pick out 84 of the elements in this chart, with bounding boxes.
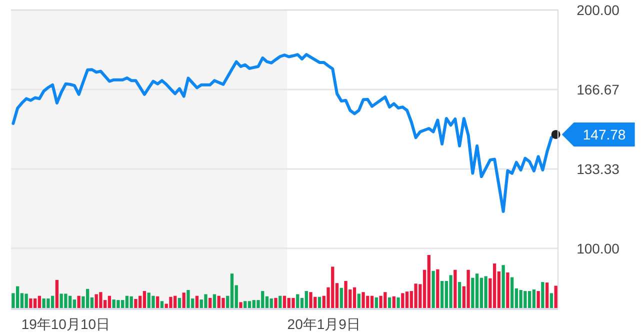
bar — [304, 291, 308, 308]
bar — [222, 298, 225, 308]
bar — [357, 294, 360, 308]
bar — [440, 280, 444, 308]
bar — [296, 294, 300, 308]
bar — [156, 296, 160, 308]
bar — [401, 293, 404, 308]
bar — [282, 296, 286, 308]
bar — [274, 298, 278, 308]
bar — [370, 296, 374, 308]
bar — [134, 298, 138, 308]
bar — [50, 296, 54, 308]
bar — [362, 292, 365, 308]
bar — [484, 276, 488, 308]
bar — [510, 277, 514, 308]
x-tick-label: 19年10月10日 — [21, 316, 110, 332]
bar — [142, 291, 146, 308]
bar — [554, 286, 558, 308]
bar — [204, 294, 208, 308]
bar — [545, 282, 549, 308]
bar — [16, 286, 20, 308]
x-tick-label: 20年1月9日 — [287, 316, 360, 332]
bar — [492, 263, 496, 308]
bar — [466, 270, 470, 308]
bar — [152, 296, 155, 308]
bar — [405, 292, 409, 308]
bar — [392, 296, 396, 308]
bar — [449, 275, 452, 308]
bar — [116, 300, 120, 308]
bar — [38, 296, 42, 308]
bar — [340, 288, 343, 308]
bar — [458, 282, 462, 308]
bar — [352, 287, 356, 308]
bar — [344, 280, 348, 308]
bar — [77, 296, 80, 308]
bar — [309, 292, 312, 308]
bar — [29, 298, 32, 308]
bar — [178, 298, 182, 308]
bar — [471, 278, 474, 308]
bar — [108, 296, 112, 308]
bar — [528, 291, 532, 308]
bar — [278, 296, 282, 308]
bar — [195, 296, 199, 308]
bar — [239, 302, 242, 308]
bar — [99, 292, 102, 308]
bar — [436, 269, 440, 308]
bar — [454, 270, 457, 308]
bar — [292, 298, 295, 308]
bar — [414, 284, 418, 308]
bar — [72, 300, 76, 308]
bar — [388, 297, 392, 308]
bar — [212, 294, 216, 308]
y-tick-label: 166.67 — [576, 81, 620, 98]
bar — [432, 270, 435, 308]
bar — [182, 292, 186, 308]
bar — [550, 293, 554, 308]
bar — [186, 290, 190, 308]
bar — [502, 265, 505, 308]
bar — [475, 274, 479, 308]
bar — [506, 272, 510, 308]
bar — [248, 301, 252, 308]
y-tick-label: 200.00 — [576, 2, 620, 18]
bar — [160, 301, 164, 308]
bar — [125, 296, 129, 308]
bar — [318, 296, 322, 308]
bar — [270, 298, 273, 308]
bar — [244, 301, 247, 308]
bar — [208, 298, 212, 308]
bar — [374, 297, 378, 308]
bar — [230, 274, 234, 308]
bar — [55, 280, 59, 308]
bar — [532, 289, 536, 308]
bar — [33, 298, 37, 308]
bar — [427, 255, 430, 308]
bar — [396, 297, 400, 308]
bar — [24, 294, 28, 308]
bar — [169, 296, 172, 308]
text: 147.78 — [582, 126, 626, 142]
bar — [130, 296, 133, 308]
y-tick-label: 133.33 — [576, 160, 620, 177]
bar — [541, 282, 544, 308]
bar — [536, 291, 540, 308]
bar — [379, 296, 382, 308]
y-tick-label: 100.00 — [576, 240, 620, 256]
